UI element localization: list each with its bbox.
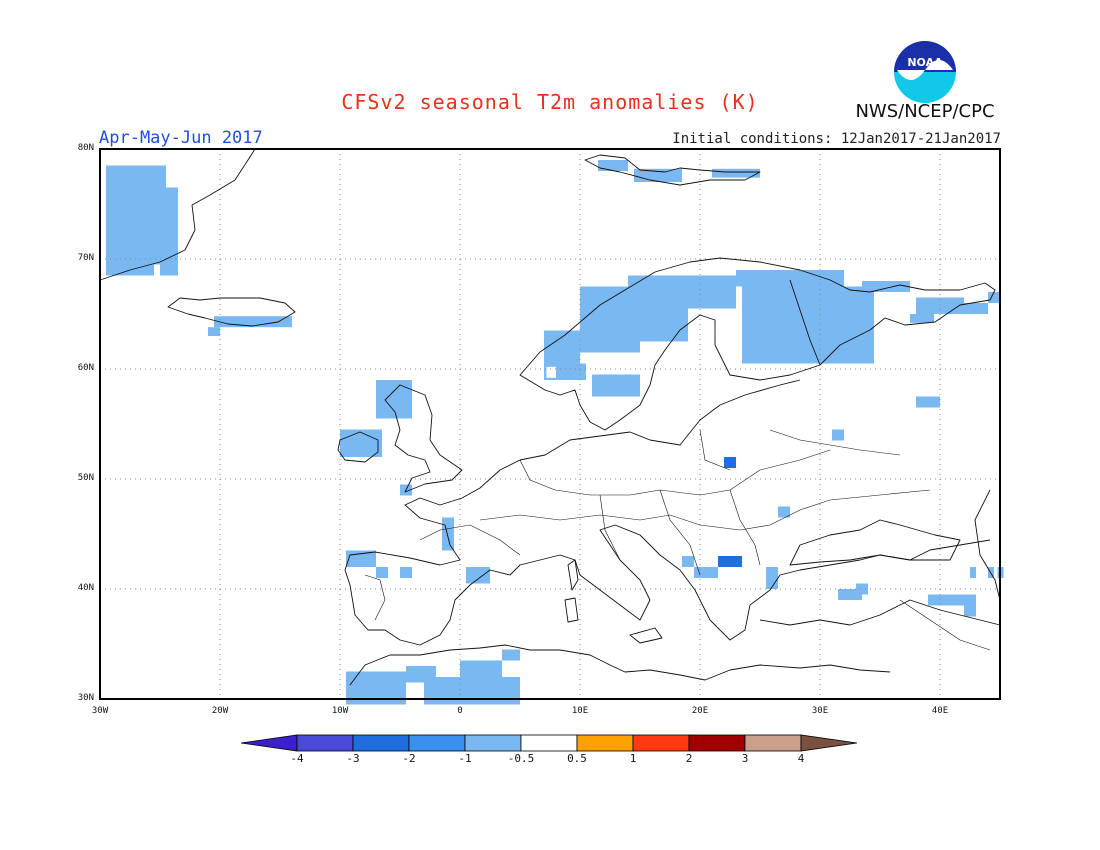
anomaly-cell: [910, 314, 934, 323]
anomaly-cell: [862, 281, 910, 292]
lon-label-30w: 30W: [91, 706, 109, 716]
colorbar-segment: [632, 734, 690, 752]
anomaly-cell: [340, 429, 382, 457]
anomaly-cell: [736, 270, 844, 287]
anomaly-cell: [466, 567, 490, 584]
anomaly-cell: [208, 327, 220, 336]
anomaly-cell: [916, 396, 940, 408]
anomaly-cell: [460, 660, 502, 677]
anomaly-cell: [628, 275, 736, 309]
colorbar-tick: 4: [797, 752, 805, 765]
colorbar-tick: 2: [685, 752, 693, 765]
anomaly-cell: [178, 303, 196, 309]
lat-label-80n: 80N: [77, 143, 94, 153]
noaa-logo-icon: NOAA: [894, 41, 956, 103]
anomaly-cell: [838, 589, 862, 600]
lon-label-40e: 40E: [931, 706, 949, 716]
lat-label-40n: 40N: [77, 583, 94, 593]
anomaly-cell: [832, 429, 844, 441]
anomaly-map: [99, 148, 1004, 705]
colorbar-tick: -4: [290, 752, 304, 765]
colorbar-tick: 1: [629, 752, 637, 765]
anomaly-cell: [442, 517, 454, 551]
map-background: [100, 149, 1000, 699]
anomaly-cells: [106, 160, 1004, 705]
anomaly-cell: [724, 457, 736, 468]
anomaly-cell: [544, 330, 580, 369]
anomaly-cell: [424, 677, 520, 705]
lat-label-50n: 50N: [77, 473, 94, 483]
coastlines: [99, 148, 1001, 686]
lat-label-30n: 30N: [77, 693, 94, 703]
initial-conditions-label: Initial conditions: 12Jan2017-21Jan2017: [672, 131, 1001, 147]
anomaly-cell: [376, 567, 388, 578]
anomaly-cell: [640, 308, 688, 342]
lon-label-20e: 20E: [691, 706, 709, 716]
anomaly-cell: [766, 567, 778, 589]
lon-label-20w: 20W: [211, 706, 229, 716]
season-label: Apr-May-Jun 2017: [99, 128, 263, 148]
anomaly-cell: [682, 556, 694, 567]
lon-label-10w: 10W: [331, 706, 349, 716]
anomaly-cell: [220, 305, 292, 317]
anomaly-cell: [106, 165, 166, 265]
anomaly-cell: [400, 567, 412, 578]
colorbar-tick: -3: [346, 752, 360, 765]
anomaly-cell: [712, 168, 760, 178]
colorbar-segment: [576, 734, 634, 752]
lon-label-0: 0: [457, 706, 463, 716]
map-frame: [99, 148, 1001, 700]
map-title: CFSv2 seasonal T2m anomalies (K): [341, 90, 759, 114]
anomaly-cell: [928, 594, 976, 606]
anomaly-cell: [346, 550, 376, 567]
colorbar-segment: [408, 734, 466, 752]
anomaly-cell: [376, 380, 412, 419]
anomaly-cell: [694, 567, 718, 578]
colorbar-segment: [464, 734, 522, 752]
anomaly-cell: [916, 297, 964, 314]
lat-label-70n: 70N: [77, 253, 94, 263]
colorbar-segment: [296, 734, 354, 752]
anomaly-cell: [634, 168, 682, 182]
colorbar-tick: 3: [741, 752, 749, 765]
lat-label-60n: 60N: [77, 363, 94, 373]
anomaly-cell: [964, 303, 988, 314]
colorbar: [240, 734, 858, 752]
anomaly-cell: [546, 366, 556, 378]
agency-label: NWS/NCEP/CPC: [855, 101, 995, 122]
noaa-logo-text: NOAA: [907, 56, 943, 69]
colorbar-segment: [744, 734, 802, 752]
colorbar-segment: [688, 734, 746, 752]
anomaly-cell: [856, 583, 868, 595]
colorbar-tick: -2: [402, 752, 416, 765]
anomaly-cell: [214, 316, 292, 328]
anomaly-cell: [988, 292, 1000, 303]
colorbar-tick: -0.5: [507, 752, 535, 765]
anomaly-cell: [718, 556, 742, 567]
country-borders: [364, 429, 991, 651]
colorbar-tick: 0.5: [567, 752, 587, 765]
anomaly-cell: [592, 374, 640, 397]
lon-label-10e: 10E: [571, 706, 589, 716]
colorbar-segment: [352, 734, 410, 752]
anomaly-cell: [964, 600, 976, 617]
map-grid: [100, 149, 1000, 699]
anomaly-cell: [976, 567, 988, 578]
colorbar-arrow-left: [240, 734, 298, 752]
anomaly-cell: [778, 506, 790, 518]
lon-label-30e: 30E: [811, 706, 829, 716]
anomaly-cell: [742, 286, 874, 364]
colorbar-segment: [520, 734, 578, 752]
colorbar-arrow-right: [800, 734, 858, 752]
anomaly-cell: [502, 649, 520, 661]
colorbar-tick: -1: [458, 752, 472, 765]
anomaly-cell: [160, 187, 178, 276]
anomaly-cell: [598, 160, 628, 171]
